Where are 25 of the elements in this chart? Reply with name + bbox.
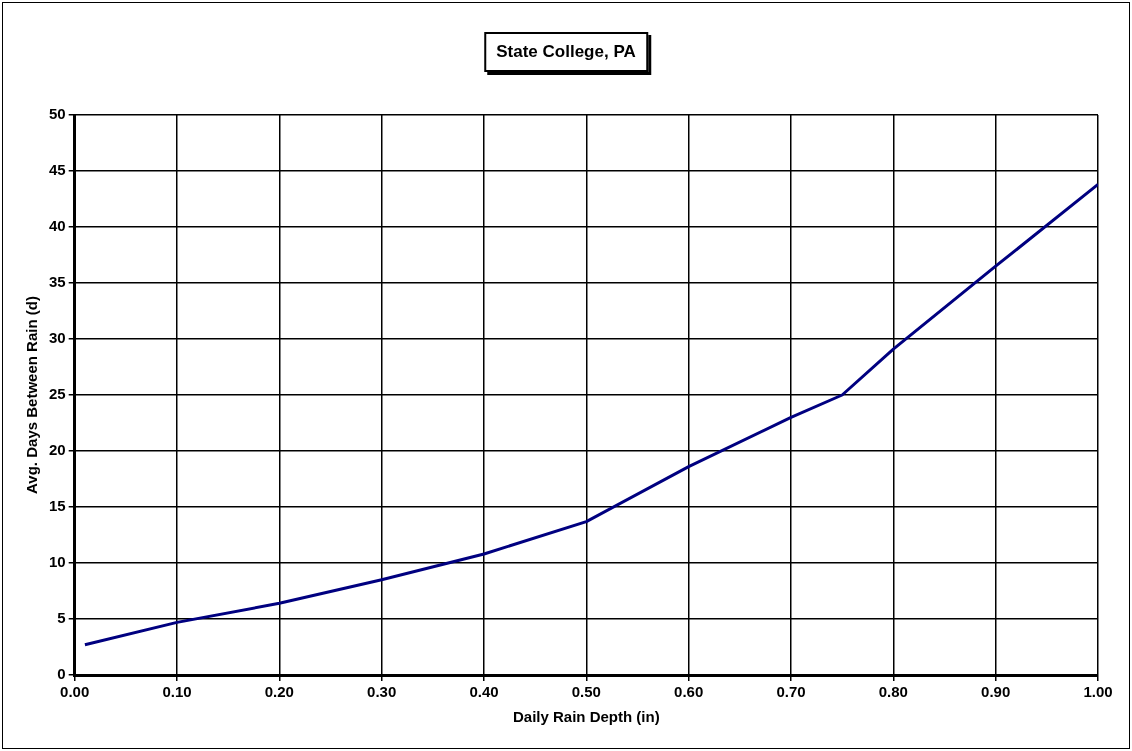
x-tick-label: 0.20 [264,683,294,701]
y-tick-label: 30 [49,329,66,347]
y-tick-label: 25 [49,385,66,403]
y-tick-label: 35 [49,273,66,291]
x-axis-title: Daily Rain Depth (in) [513,708,660,726]
x-tick-label: 0.50 [571,683,601,701]
y-axis-title: Avg. Days Between Rain (d) [23,296,41,494]
x-tick-label: 0.80 [878,683,908,701]
x-tick-label: 0.00 [60,683,90,701]
y-tick-label: 45 [49,161,66,179]
x-tick-label: 0.90 [981,683,1011,701]
y-tick-label: 40 [49,217,66,235]
y-tick-label: 20 [49,441,66,459]
chart-title: State College, PA [484,32,648,72]
x-tick-label: 0.70 [776,683,806,701]
x-tick-label: 1.00 [1083,683,1113,701]
x-tick-label: 0.10 [162,683,192,701]
x-tick-label: 0.40 [469,683,499,701]
x-tick-label: 0.60 [674,683,704,701]
x-tick-label: 0.30 [367,683,397,701]
y-tick-label: 50 [49,105,66,123]
y-tick-label: 5 [57,609,66,627]
y-tick-label: 0 [57,665,66,683]
y-tick-label: 15 [49,497,66,515]
y-tick-label: 10 [49,553,66,571]
